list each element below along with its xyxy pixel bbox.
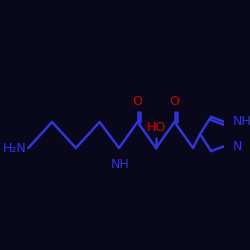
Text: O: O [132, 95, 142, 108]
Text: O: O [170, 95, 179, 108]
Text: NH: NH [232, 115, 250, 128]
Text: HO: HO [146, 121, 166, 134]
Text: H₂N: H₂N [3, 142, 26, 154]
Text: N: N [232, 140, 242, 153]
Text: NH: NH [110, 158, 129, 171]
